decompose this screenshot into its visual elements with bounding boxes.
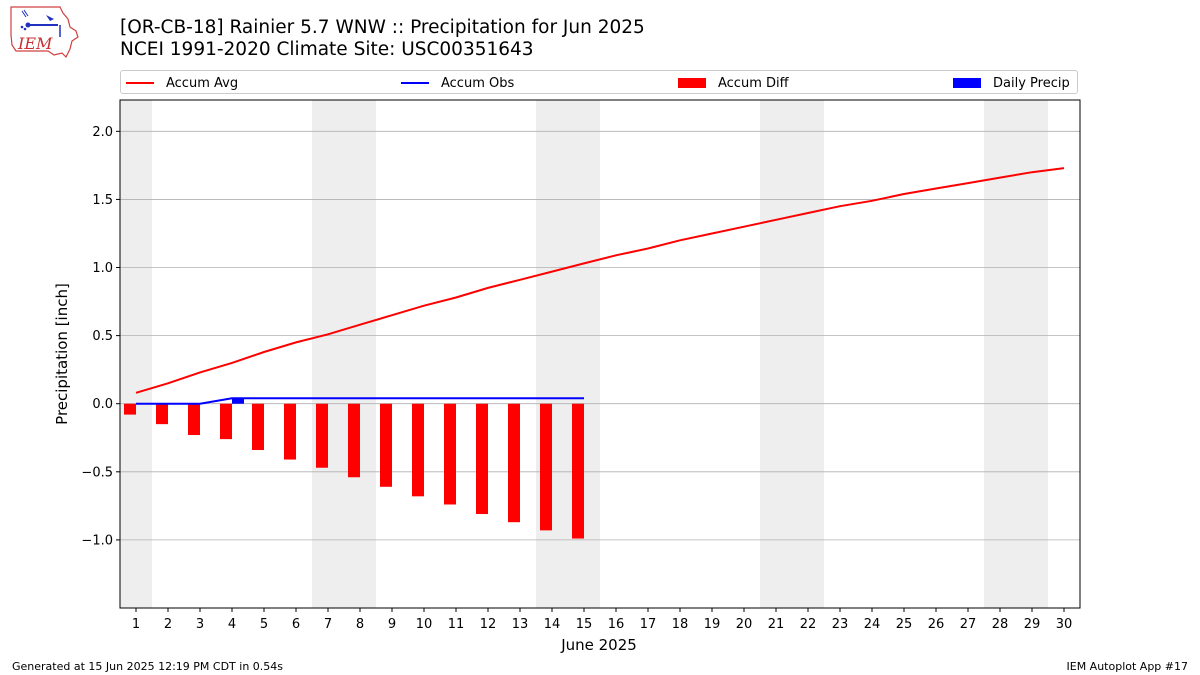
x-tick-label: 28 xyxy=(992,617,1009,632)
chart-legend: Accum Avg Accum Obs Accum Diff Daily Pre… xyxy=(120,70,1078,94)
legend-item-accum-obs: Accum Obs xyxy=(401,74,514,92)
accum-diff-bar xyxy=(252,403,264,451)
x-tick-label: 1 xyxy=(132,617,140,632)
accum-diff-bar xyxy=(220,403,232,440)
accum-diff-bar xyxy=(508,403,520,523)
y-tick-label: 1.0 xyxy=(92,261,113,276)
chart-title: [OR-CB-18] Rainier 5.7 WNW :: Precipitat… xyxy=(120,17,645,38)
legend-swatch-accum-diff xyxy=(678,78,706,88)
x-tick-label: 21 xyxy=(768,617,785,632)
x-tick-label: 13 xyxy=(512,617,529,632)
legend-item-daily-precip: Daily Precip xyxy=(953,74,1070,92)
x-tick-label: 24 xyxy=(864,617,881,632)
x-tick-label: 25 xyxy=(896,617,913,632)
x-tick-label: 14 xyxy=(544,617,561,632)
legend-item-accum-avg: Accum Avg xyxy=(126,74,238,92)
x-tick-label: 19 xyxy=(704,617,721,632)
accum-diff-bar xyxy=(540,403,552,531)
accum-diff-bar xyxy=(348,403,360,478)
accum-diff-bar xyxy=(572,403,584,539)
accum-avg-line xyxy=(135,167,1065,394)
weekend-band xyxy=(312,100,376,608)
iem-logo: IEM xyxy=(10,6,79,59)
accum-obs-line xyxy=(136,397,584,405)
y-tick-label: −0.5 xyxy=(81,465,113,480)
weekend-band xyxy=(120,100,152,608)
x-tick-label: 29 xyxy=(1024,617,1041,632)
weekend-band xyxy=(984,100,1048,608)
logo-text: IEM xyxy=(17,34,53,53)
accum-diff-bar xyxy=(444,403,456,505)
weekend-band xyxy=(760,100,824,608)
y-tick-label: 1.5 xyxy=(92,193,113,208)
legend-item-accum-diff: Accum Diff xyxy=(678,74,789,92)
x-tick-label: 9 xyxy=(388,617,396,632)
accum-diff-bar xyxy=(284,403,296,460)
accum-diff-bar xyxy=(412,403,424,497)
y-tick-label: −1.0 xyxy=(81,533,113,548)
x-tick-label: 26 xyxy=(928,617,945,632)
x-tick-label: 4 xyxy=(228,617,236,632)
accum-diff-bar xyxy=(476,403,488,515)
x-tick-label: 22 xyxy=(800,617,817,632)
weekend-band xyxy=(536,100,600,608)
x-tick-label: 10 xyxy=(416,617,433,632)
x-tick-label: 6 xyxy=(292,617,300,632)
x-tick-label: 30 xyxy=(1056,617,1073,632)
y-tick-label: 0.0 xyxy=(92,397,113,412)
x-tick-label: 3 xyxy=(196,617,204,632)
legend-label: Accum Obs xyxy=(441,75,515,91)
legend-label: Accum Diff xyxy=(718,75,789,91)
legend-label: Accum Avg xyxy=(166,75,239,91)
footer-generated: Generated at 15 Jun 2025 12:19 PM CDT in… xyxy=(12,660,284,673)
daily-precip-bar xyxy=(232,398,244,404)
x-tick-label: 2 xyxy=(164,617,172,632)
x-tick-label: 17 xyxy=(640,617,657,632)
x-tick-label: 11 xyxy=(448,617,465,632)
accum-diff-bar xyxy=(124,403,136,415)
x-tick-label: 12 xyxy=(480,617,497,632)
plot-frame xyxy=(119,99,1081,609)
x-axis-label: June 2025 xyxy=(560,636,637,654)
legend-swatch-accum-avg xyxy=(126,82,154,84)
legend-swatch-daily-precip xyxy=(953,78,981,88)
x-tick-label: 20 xyxy=(736,617,753,632)
x-tick-label: 27 xyxy=(960,617,977,632)
legend-label: Daily Precip xyxy=(993,75,1070,91)
x-tick-label: 8 xyxy=(356,617,364,632)
x-tick-label: 18 xyxy=(672,617,689,632)
y-axis-label: Precipitation [inch] xyxy=(53,283,71,425)
accum-diff-bar xyxy=(316,403,328,468)
accum-diff-bar xyxy=(156,403,168,425)
x-tick-label: 16 xyxy=(608,617,625,632)
x-tick-label: 7 xyxy=(324,617,332,632)
footer-app: IEM Autoplot App #17 xyxy=(1066,660,1189,673)
x-tick-label: 15 xyxy=(576,617,593,632)
accum-diff-bar xyxy=(380,403,392,487)
legend-swatch-accum-obs xyxy=(401,82,429,84)
x-tick-label: 5 xyxy=(260,617,268,632)
y-tick-label: 2.0 xyxy=(92,125,113,140)
x-tick-label: 23 xyxy=(832,617,849,632)
chart-subtitle: NCEI 1991-2020 Climate Site: USC00351643 xyxy=(120,39,534,60)
y-tick-label: 0.5 xyxy=(92,329,113,344)
accum-diff-bar xyxy=(188,403,200,436)
